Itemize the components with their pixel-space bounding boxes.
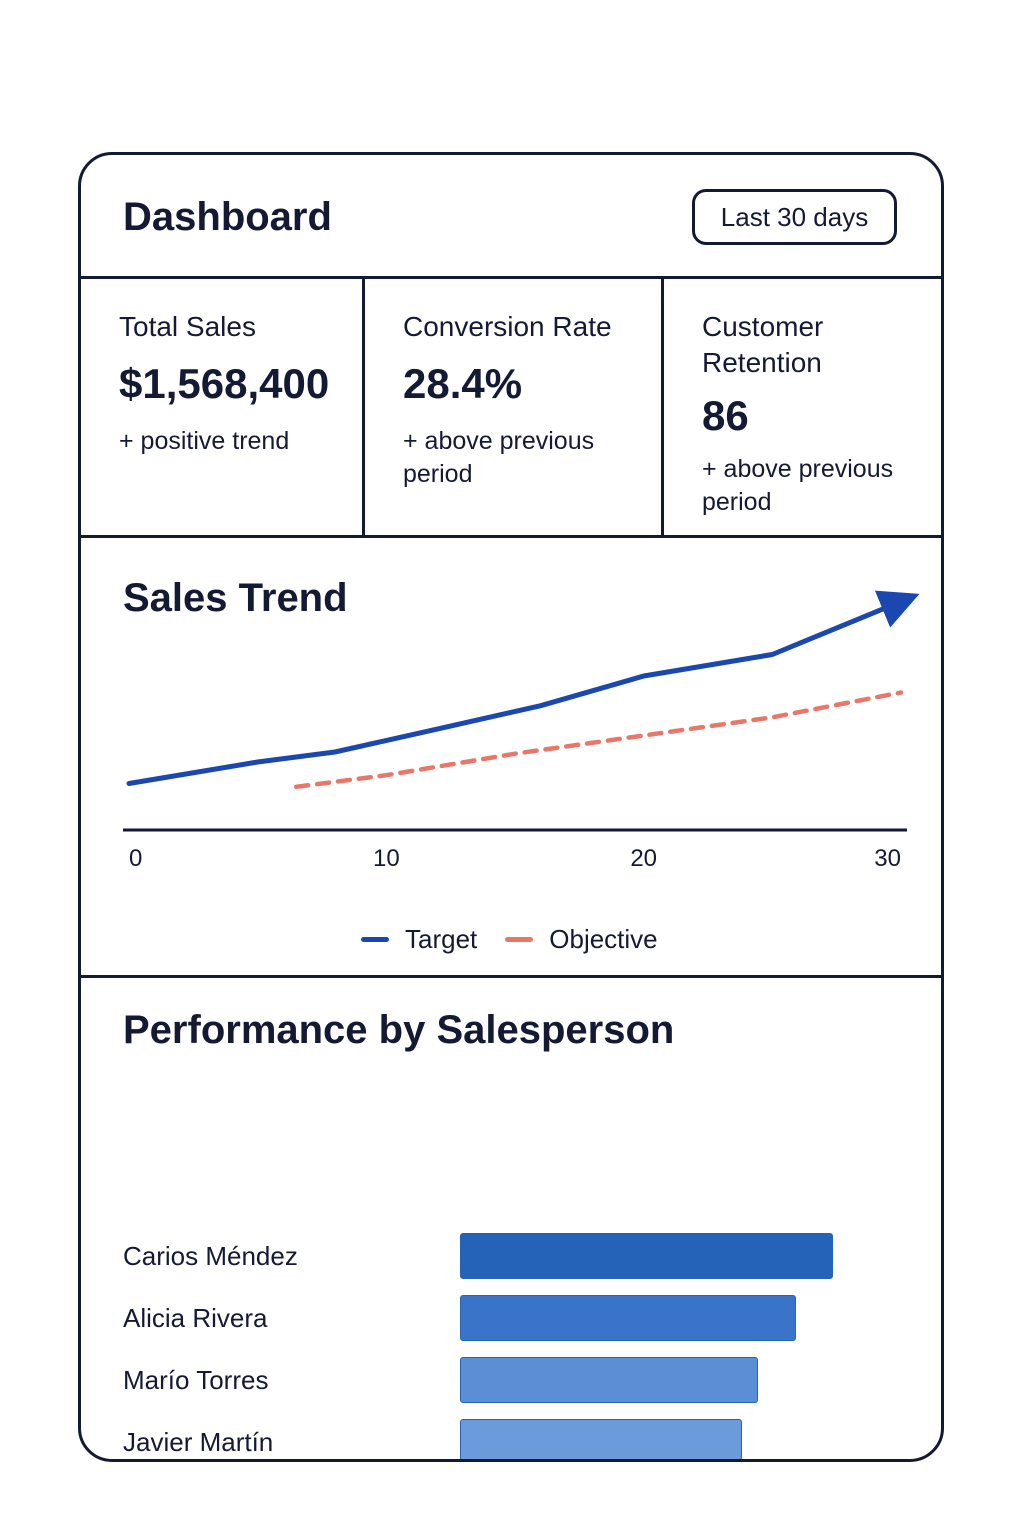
- performance-bar: [460, 1295, 796, 1341]
- kpi-conversion-rate: Conversion Rate 28.4% + above previous p…: [365, 279, 664, 535]
- kpi-row: Total Sales $1,568,400 + positive trend …: [81, 279, 941, 538]
- dashboard-card: Dashboard Last 30 days Total Sales $1,56…: [78, 152, 944, 1462]
- x-tick-label: 30: [874, 845, 901, 872]
- performance-row: Carios Méndez: [81, 1233, 941, 1281]
- legend-item-target: Target: [361, 924, 477, 955]
- x-tick-label: 20: [630, 845, 657, 872]
- x-tick-label: 10: [373, 845, 400, 872]
- salesperson-name: Carios Méndez: [123, 1241, 298, 1271]
- dashboard-header: Dashboard Last 30 days: [81, 155, 941, 279]
- legend-label-target: Target: [405, 924, 478, 954]
- salesperson-name: Marío Torres: [123, 1365, 269, 1395]
- salesperson-name: Alicia Rivera: [123, 1303, 268, 1333]
- date-range-button[interactable]: Last 30 days: [692, 189, 897, 245]
- sales-trend-title: Sales Trend: [123, 576, 348, 620]
- salesperson-name: Javier Martín: [123, 1427, 274, 1457]
- performance-panel: Performance by Salesperson Carios Méndez…: [81, 978, 941, 1459]
- series-line-target: [126, 590, 920, 786]
- kpi-label: Conversion Rate: [403, 311, 612, 342]
- performance-title: Performance by Salesperson: [123, 1008, 675, 1052]
- kpi-label: Total Sales: [119, 311, 256, 342]
- page-title: Dashboard: [123, 195, 332, 239]
- kpi-value: 86: [702, 392, 749, 439]
- kpi-trend-note: + positive trend: [119, 427, 290, 455]
- kpi-total-sales: Total Sales $1,568,400 + positive trend: [81, 279, 365, 535]
- kpi-value: 28.4%: [403, 360, 523, 407]
- sales-trend-panel: Sales Trend 0 10 20 30 Target Objective: [81, 538, 941, 978]
- legend-swatch-target: [361, 937, 389, 942]
- series-line-objective: [294, 690, 904, 790]
- kpi-value: $1,568,400: [119, 360, 330, 407]
- kpi-label: Customer Retention: [702, 311, 824, 378]
- legend-swatch-objective: [505, 937, 534, 942]
- kpi-customer-retention: Customer Retention 86 + above previous p…: [664, 279, 941, 535]
- legend-label-objective: Objective: [549, 924, 658, 954]
- performance-bar: [460, 1419, 742, 1459]
- performance-bar: [460, 1233, 833, 1279]
- performance-bar: [460, 1357, 759, 1403]
- x-tick-label: 0: [129, 845, 142, 872]
- performance-row: Alicia Rivera: [81, 1295, 941, 1343]
- chart-legend: Target Objective: [361, 924, 686, 955]
- performance-row: Javier Martín: [81, 1419, 941, 1459]
- legend-item-objective: Objective: [505, 924, 658, 955]
- kpi-trend-note: + above previous period: [702, 455, 894, 516]
- sales-trend-chart: 0 10 20 30: [123, 590, 920, 872]
- kpi-trend-note: + above previous period: [403, 427, 595, 488]
- performance-row: Marío Torres: [81, 1357, 941, 1405]
